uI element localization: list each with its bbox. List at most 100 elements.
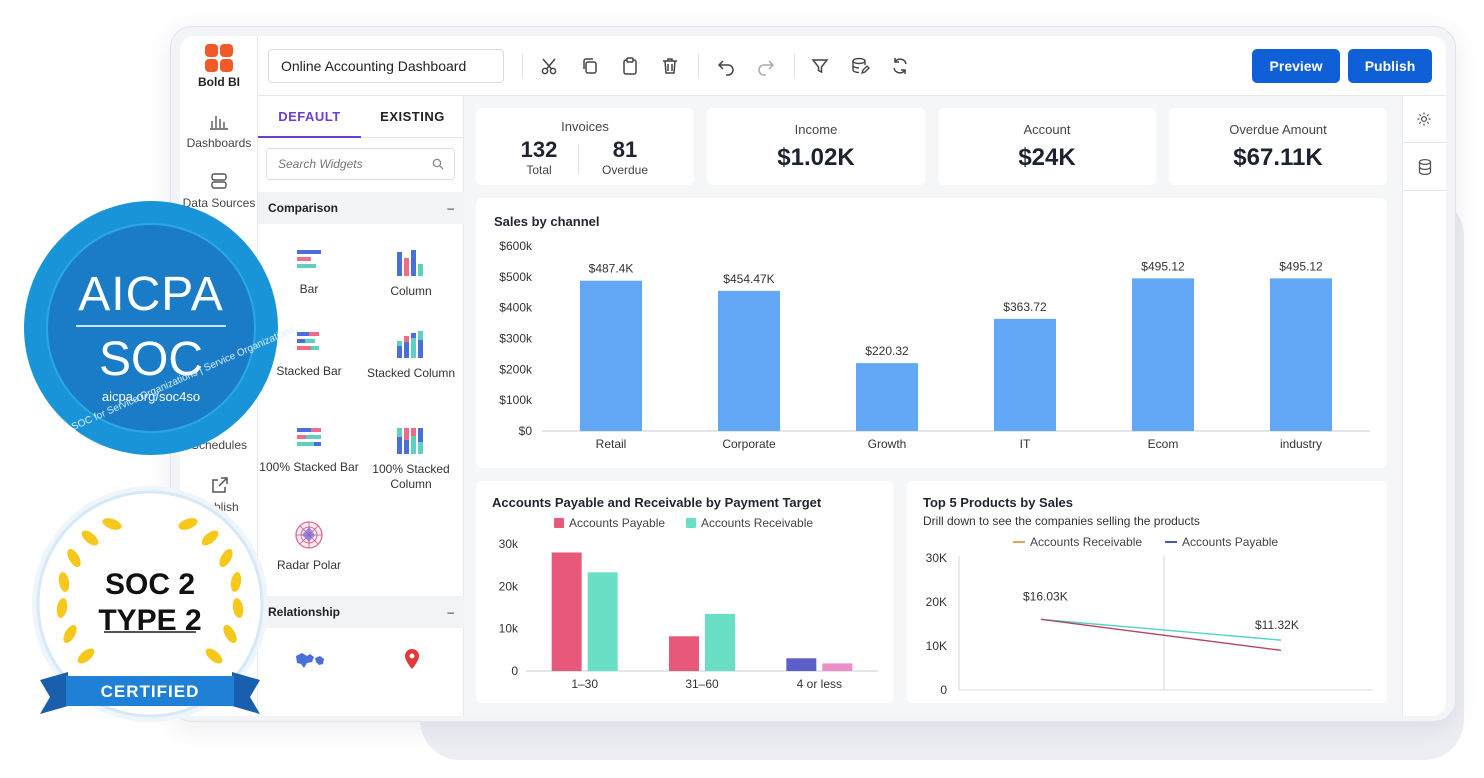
data-source-icon[interactable] <box>1417 158 1433 176</box>
bar-chart-icon <box>210 116 228 130</box>
panel-divider <box>1403 190 1446 191</box>
bar <box>786 658 817 671</box>
data-label: $495.12 <box>1141 259 1185 273</box>
y-tick-label: $400k <box>499 301 533 315</box>
settings-icon[interactable] <box>1416 111 1432 127</box>
kpi-value: $24K <box>1018 144 1076 171</box>
stacked-column-widget-icon <box>397 331 423 358</box>
sales-by-channel-card[interactable]: Sales by channel $0 $100k $200k $300k $400k $… <box>476 198 1387 468</box>
widget-stacked-bar[interactable]: Stacked Bar <box>259 330 359 379</box>
kpi-overdue-amount[interactable]: Overdue Amount $67.11K <box>1169 108 1387 185</box>
legend-label: Accounts Payable <box>569 516 665 530</box>
bold-bi-logo-icon[interactable] <box>205 44 233 72</box>
nav-item-data-sources[interactable]: Data Sources <box>180 172 258 210</box>
widget-100-stacked-column[interactable]: 100% Stacked Column <box>361 426 461 492</box>
bar <box>587 572 618 671</box>
legend-swatch <box>554 518 564 528</box>
widget-column[interactable]: Column <box>361 248 461 299</box>
widget-bar[interactable]: Bar <box>259 248 359 297</box>
legend-label: Accounts Payable <box>1182 535 1278 549</box>
kpi-label: Account <box>1023 122 1071 137</box>
widget-label: Radar Polar <box>276 558 342 572</box>
data-label: $487.4K <box>589 262 634 276</box>
data-label: $454.47K <box>723 272 774 286</box>
kpi-divider <box>578 144 579 174</box>
certified-ribbon: CERTIFIED <box>100 682 200 701</box>
widget-radar-polar[interactable]: Radar Polar <box>259 520 359 573</box>
kpi-label: Overdue Amount <box>1229 122 1327 137</box>
refresh-icon[interactable] <box>890 56 910 76</box>
percent-stacked-column-widget-icon <box>397 428 423 454</box>
sales-by-channel-chart: $0 $100k $200k $300k $400k $500k $600k $487.4K R… <box>499 239 1370 451</box>
dashboard-title-input[interactable]: Online Accounting Dashboard <box>268 49 504 83</box>
data-edit-icon[interactable] <box>850 56 870 76</box>
widget-label: Column <box>390 284 432 298</box>
aicpa-url: aicpa.org/soc4so <box>101 389 201 404</box>
x-tick-label: IT <box>1020 437 1031 451</box>
bar <box>994 318 1056 431</box>
y-tick-label: 20K <box>926 595 947 609</box>
collapse-icon[interactable]: – <box>447 201 454 215</box>
invoices-total-value: 132 <box>520 137 558 162</box>
widget-100-stacked-bar[interactable]: 100% Stacked Bar <box>259 426 359 475</box>
series-line <box>1040 618 1282 641</box>
bar-chart-widget-icon <box>297 250 321 268</box>
widget-panel: DEFAULT EXISTING Comparison – Bar Column… <box>258 96 464 716</box>
kpi-invoices[interactable]: Invoices 132 Total 81 Overdue <box>476 108 694 185</box>
section-comparison[interactable]: Comparison – <box>258 192 464 224</box>
type2-title: TYPE 2 <box>98 604 202 637</box>
badge-rule <box>76 325 226 327</box>
bar <box>1270 278 1332 431</box>
undo-icon[interactable] <box>716 56 736 76</box>
search-icon[interactable] <box>432 158 444 170</box>
tab-existing[interactable]: EXISTING <box>361 96 464 138</box>
column-chart-widget-icon <box>397 250 423 276</box>
stacked-bar-widget-icon <box>297 332 319 350</box>
map-pin-icon[interactable] <box>402 648 422 672</box>
y-tick-label: 0 <box>940 683 947 697</box>
copy-icon[interactable] <box>580 56 600 76</box>
nav-item-dashboards[interactable]: Dashboards <box>180 112 258 150</box>
x-tick-label: 4 or less <box>797 677 842 691</box>
widget-stacked-column[interactable]: Stacked Column <box>361 330 461 381</box>
kpi-label: Income <box>794 122 838 137</box>
aicpa-soc-badge: AICPA SOC aicpa.org/soc4so SOC for Servi… <box>20 197 296 459</box>
panel-divider <box>1403 142 1446 143</box>
chart-title: Top 5 Products by Sales <box>923 495 1074 510</box>
bar <box>705 613 735 671</box>
dashboard-canvas: Invoices 132 Total 81 Overdue Income $1.… <box>464 96 1402 716</box>
data-label: $363.72 <box>1003 300 1047 314</box>
ap-ar-card[interactable]: Accounts Payable and Receivable by Payme… <box>476 481 894 703</box>
bar <box>551 552 582 671</box>
clipboard-icon[interactable] <box>620 56 640 76</box>
publish-button[interactable]: Publish <box>1348 49 1432 83</box>
y-tick-label: $100k <box>499 393 533 407</box>
top-products-chart: Accounts Receivable Accounts Payable 0 10K 2… <box>926 535 1372 697</box>
top-products-card[interactable]: Top 5 Products by Sales Drill down to se… <box>907 481 1387 703</box>
preview-button[interactable]: Preview <box>1252 49 1340 83</box>
search-input[interactable] <box>278 157 428 171</box>
data-label: $16.03K <box>1023 589 1068 603</box>
collapse-icon[interactable]: – <box>447 605 454 619</box>
kpi-label: Invoices <box>561 119 609 134</box>
toolbar-divider <box>698 54 699 78</box>
kpi-income[interactable]: Income $1.02K <box>707 108 925 185</box>
y-tick-label: $200k <box>499 362 533 376</box>
properties-panel <box>1402 96 1446 716</box>
bold-bi-designer: Bold BI Dashboards Data Sources Schedule… <box>180 36 1446 716</box>
kpi-account[interactable]: Account $24K <box>938 108 1156 185</box>
trash-icon[interactable] <box>660 56 680 76</box>
data-label: $495.12 <box>1279 259 1323 273</box>
percent-stacked-bar-widget-icon <box>297 428 321 446</box>
world-map-widget-icon[interactable] <box>294 650 326 670</box>
filter-icon[interactable] <box>810 56 830 76</box>
toolbar: Online Accounting Dashboard Preview Publ… <box>258 36 1446 96</box>
bar <box>580 280 642 431</box>
widget-label: Stacked Bar <box>276 364 342 378</box>
section-relationship[interactable]: Relationship – <box>258 596 464 628</box>
aicpa-seal-icon <box>24 201 278 455</box>
tab-default[interactable]: DEFAULT <box>258 96 361 138</box>
scissors-icon[interactable] <box>540 56 560 76</box>
ap-ar-chart: Accounts Payable Accounts Receivable 0 10k 2… <box>499 516 878 691</box>
redo-icon[interactable] <box>756 56 776 76</box>
